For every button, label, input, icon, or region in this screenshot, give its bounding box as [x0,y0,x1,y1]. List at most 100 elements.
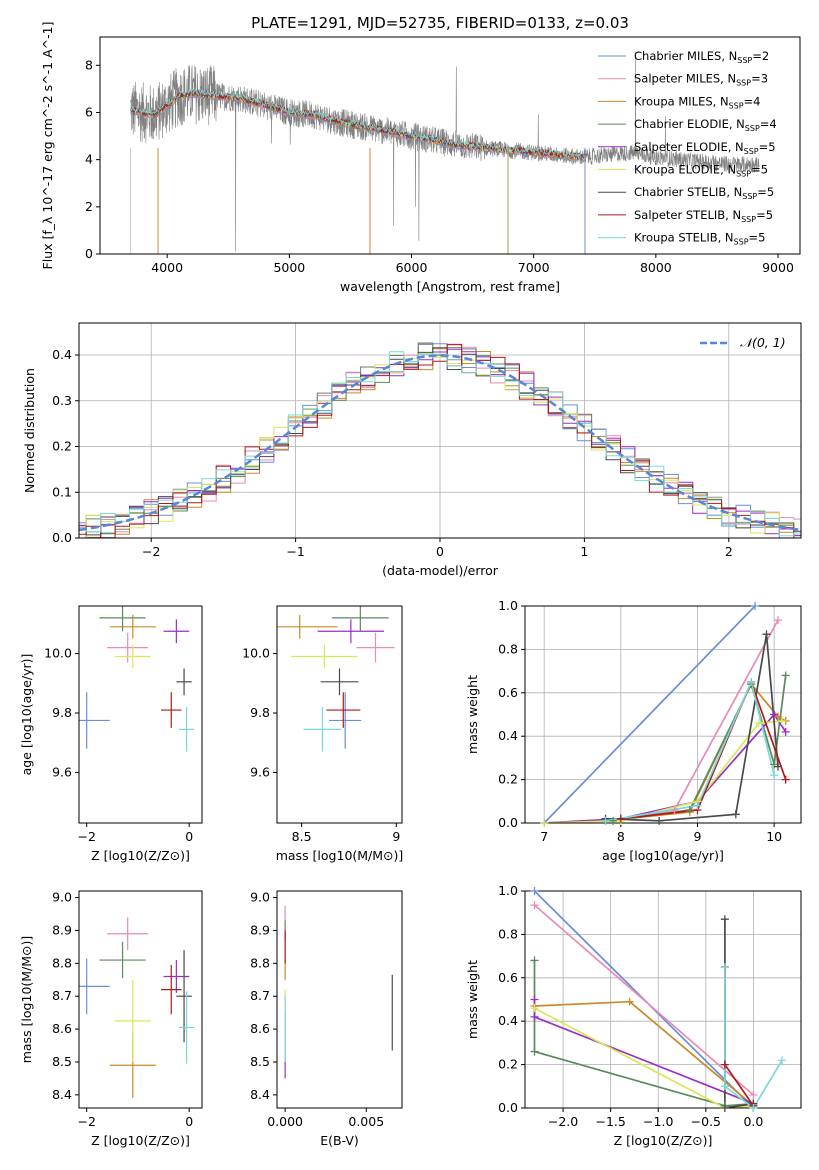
x-tick-label: 9 [694,829,702,844]
weight-marker-5 [754,719,763,728]
y-tick-label: 8.8 [250,955,270,970]
y-tick-label: 9.6 [250,764,270,779]
y-tick-label: 1.0 [498,598,518,613]
x-tick-label: 1 [580,544,588,559]
x-tick-label: 4000 [151,260,183,275]
y-axis-label: age [log10(age/yr)] [19,654,34,776]
histogram-series-4 [79,348,801,538]
y-tick-label: 4 [85,152,93,167]
weight-marker-7 [781,775,790,784]
chart-2: −2 0 9.6 9.8 10.0 Z [log10(Z/Z⊙)] age [log10(a… [19,605,203,863]
weight-marker-7 [616,814,625,823]
weight-series-8 [605,679,776,822]
weight-marker-3 [530,956,539,965]
y-tick-label: 1.0 [498,883,518,898]
y-tick-label: 9.8 [52,705,72,720]
axes-frame [524,890,802,1109]
y-tick-label: 8.7 [52,988,72,1003]
y-tick-label: 0.0 [52,530,72,545]
legend-entry-6: Chabrier STELIB, NSSP=5 [634,185,774,201]
x-axis-label: age [log10(age/yr)] [602,848,724,863]
y-tick-label: 8.4 [250,1087,270,1102]
weight-marker-6 [655,816,664,825]
weight-marker-4 [530,1012,539,1021]
weight-marker-8 [693,801,702,810]
y-tick-label: 9.8 [250,705,270,720]
weight-marker-7 [720,1060,729,1069]
weight-marker-4 [770,710,779,719]
plot-area [277,606,395,752]
x-tick-label: −2 [77,1114,95,1129]
y-tick-label: 0.6 [498,685,518,700]
plot-area [543,606,787,823]
y-tick-label: 6 [85,104,93,119]
y-tick-label: 10.0 [44,646,72,661]
x-tick-label: 9 [392,829,400,844]
x-axis-label: mass [log10(M/M⊙)] [276,848,404,863]
y-tick-label: 0.0 [498,815,518,830]
axes-frame [78,605,203,824]
y-tick-label: 0.2 [498,1057,518,1072]
weight-marker-0 [751,602,759,610]
x-axis-label: Z [log10(Z/Z⊙)] [614,1133,713,1148]
weight-series-1 [533,904,754,1096]
weight-series-4 [533,999,754,1105]
y-axis-label: mass weight [465,675,480,754]
y-tick-label: 0.6 [498,970,518,985]
x-axis-label: Z [log10(Z/Z⊙)] [91,848,190,863]
y-tick-label: 0.3 [52,393,72,408]
weight-marker-6 [774,762,782,771]
y-tick-label: 0.2 [498,772,518,787]
x-tick-label: 8 [617,829,625,844]
weight-marker-5 [530,1004,539,1013]
weight-series-5 [534,1007,754,1108]
x-tick-label: 9000 [762,260,794,275]
weight-series-0 [543,606,756,823]
weight-marker-3 [781,671,790,680]
legend-entry-7: Salpeter STELIB, NSSP=5 [634,208,773,224]
chart-5: −2 0 8.4 8.5 8.6 8.7 8.8 8.9 9.0 Z [log10(Z/Z⊙)] m… [19,890,203,1148]
plot-area [284,905,393,1079]
legend-entry-0: Chabrier MILES, NSSP=2 [634,49,769,65]
chart-4: 7 8 9 10 0.0 0.2 0.4 0.6 0.8 1.0 age [log10(age/yr… [465,598,802,863]
y-tick-label: 0.4 [498,728,518,743]
legend-entry-1: Salpeter MILES, NSSP=3 [634,72,768,88]
chart-7: −2.0 −1.5 −1.0 −0.5 0.0 0.0 0.2 0.4 0.6 0.8 1.0 Z [… [465,883,802,1148]
legend-entry-4: Salpeter ELODIE, NSSP=5 [634,140,776,156]
y-tick-label: 8.5 [52,1054,72,1069]
histogram-series-5 [79,353,801,538]
weight-series-1 [613,619,779,822]
x-tick-label: −2 [142,544,160,559]
x-axis-label: Z [log10(Z/Z⊙)] [91,1133,190,1148]
legend-entry-8: Kroupa STELIB, NSSP=5 [634,231,765,247]
x-axis-label: E(B-V) [320,1133,359,1148]
y-tick-label: 9.0 [52,890,72,905]
x-tick-label: 0.0 [743,1114,763,1129]
y-tick-label: 0.4 [498,1013,518,1028]
weight-series-7 [620,679,787,820]
weight-marker-8 [601,816,610,825]
weight-series-6 [724,919,754,1108]
x-tick-label: 0 [436,544,444,559]
histogram-series-2 [79,348,801,538]
y-tick-label: 8.6 [52,1021,72,1036]
x-tick-label: −2 [77,829,95,844]
x-tick-label: 7000 [518,260,550,275]
plot-area [79,606,195,752]
weight-marker-1 [530,901,539,910]
weight-marker-3 [685,805,694,814]
x-tick-label: 0.000 [267,1114,303,1129]
y-tick-label: 0.1 [52,484,72,499]
y-tick-label: 8 [85,57,93,72]
model-spectrum-8 [130,88,587,160]
x-tick-label: 10 [766,829,782,844]
x-tick-label: −0.5 [691,1114,721,1129]
axes-frame [276,890,403,1109]
x-tick-label: −2.0 [548,1114,578,1129]
weight-marker-3 [530,1047,539,1056]
weight-marker-6 [731,810,740,819]
x-tick-label: 7 [540,829,548,844]
x-tick-label: 8000 [640,260,672,275]
y-axis-label: mass weight [465,960,480,1039]
weight-marker-2 [625,997,634,1006]
